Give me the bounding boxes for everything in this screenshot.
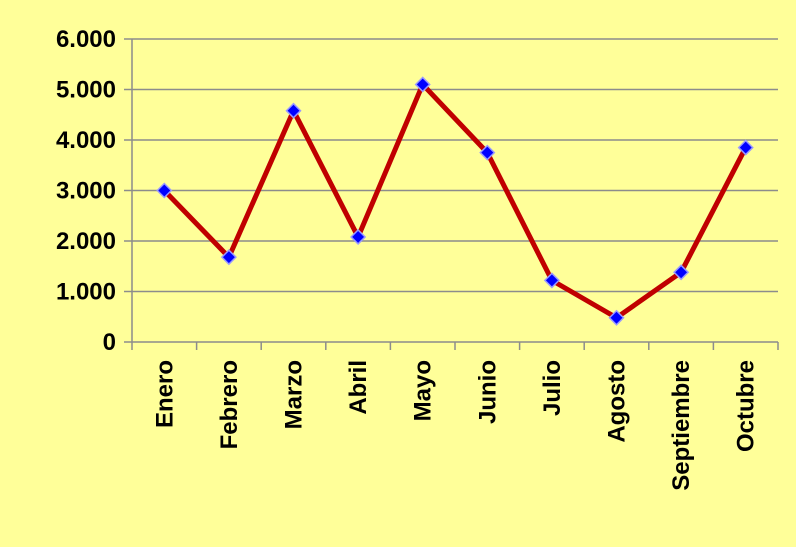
y-tick-label: 1.000	[56, 279, 116, 306]
data-point	[543, 272, 560, 289]
y-tick-label: 2.000	[56, 228, 116, 255]
data-point	[285, 102, 302, 119]
x-tick-label: Febrero	[216, 360, 243, 449]
data-point	[608, 309, 625, 326]
x-axis-tick-labels: Enero Febrero Marzo Abril Mayo Junio Julio Agos…	[151, 360, 759, 491]
y-tick-label: 0	[103, 329, 116, 356]
x-tick-label: Abril	[345, 360, 372, 415]
x-tick-label: Junio	[474, 360, 501, 424]
x-tick-label: Julio	[539, 360, 566, 416]
gridlines	[132, 38, 778, 293]
data-point	[350, 228, 367, 246]
y-axis-tick-labels: 0 1.000 2.000 3.000 4.000 5.000 6.000	[56, 26, 116, 356]
y-tick-label: 3.000	[56, 178, 116, 205]
series-line	[162, 81, 748, 321]
y-tick-label: 4.000	[56, 127, 116, 154]
data-point	[156, 182, 173, 199]
data-point	[414, 76, 431, 93]
y-tick-label: 6.000	[56, 26, 116, 53]
x-tick-label: Agosto	[604, 360, 631, 443]
y-tick-label: 5.000	[56, 77, 116, 104]
data-point	[479, 144, 496, 161]
data-point	[220, 249, 237, 266]
x-tick-label: Marzo	[281, 360, 308, 429]
x-tick-label: Mayo	[410, 360, 437, 421]
x-tick-label: Enero	[151, 360, 178, 428]
series-revenue	[156, 76, 754, 326]
data-point	[737, 139, 754, 156]
data-point	[673, 264, 690, 281]
axes	[124, 38, 779, 350]
x-tick-label: Octubre	[733, 360, 760, 452]
x-tick-label: Septiembre	[668, 360, 695, 491]
